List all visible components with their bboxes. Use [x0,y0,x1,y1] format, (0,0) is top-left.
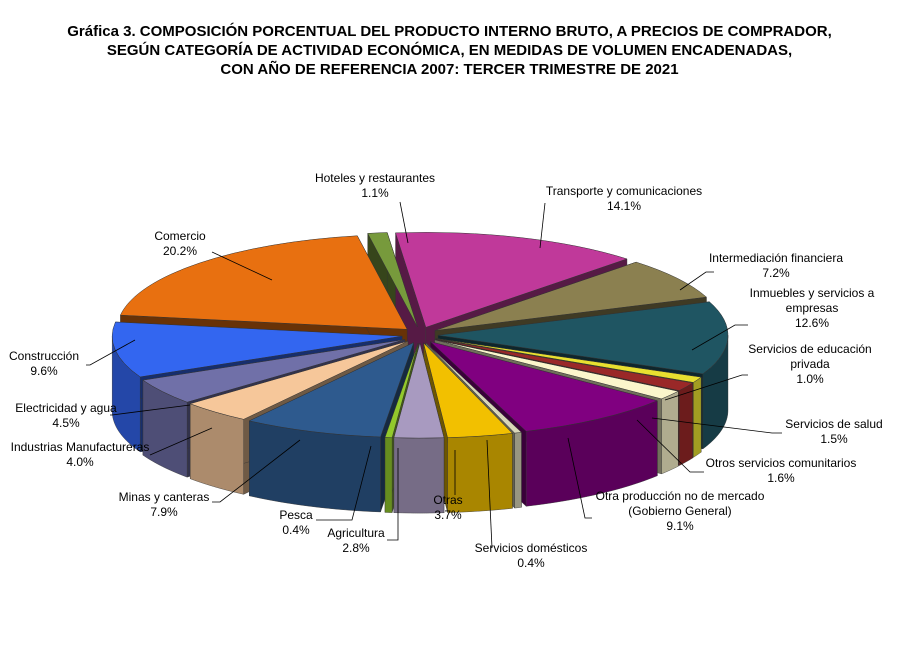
slice-label-servicios-domesticos: Servicios domésticos 0.4% [475,541,588,570]
slice-name-label: Servicios de educación [748,342,871,356]
slice-value-label: 0.4% [282,523,310,537]
slice-industrias-manufactureras [189,340,409,420]
slice-label-otras: Otras 3.7% [433,493,462,522]
slice-labels: Transporte y comunicaciones 14.1% Intermed… [9,171,883,570]
slice-value-label: 20.2% [163,244,197,258]
leader-line-hoteles-y-restaurantes [399,201,409,244]
leader-line-servicios-de-salud [651,417,782,434]
slice-side-pesca [384,437,393,513]
slice-label-transporte-y-comunicaciones: Transporte y comunicaciones 14.1% [546,184,702,213]
slice-name-label: Servicios domésticos [475,541,588,555]
slice-name-label: Servicios de salud [785,417,882,431]
slice-label-minas-y-canteras: Minas y canteras 7.9% [119,490,210,519]
slice-otra-produccion-no-de-mercado-gobierno-general [430,341,659,432]
slice-name-label: Otras [433,493,462,507]
leader-line-intermediacion-financiera [679,271,714,291]
slice-otros-servicios-comunitarios [434,339,679,400]
slice-name-label: Agricultura [327,526,385,540]
slice-name-label: Electricidad y agua [15,401,117,415]
slice-name-label: Industrias Manufactureras [11,440,150,454]
leader-line-construccion [86,339,136,366]
slice-name-label: Hoteles y restaurantes [315,171,435,185]
slice-name-label: Pesca [279,508,313,522]
slice-otras [423,342,514,438]
slice-side-servicios-domesticos [514,432,522,509]
slice-side-otros-servicios-comunitarios [661,390,679,475]
slice-servicios-de-salud [435,338,694,391]
leader-line-industrias-manufactureras [149,427,213,456]
slice-servicios-de-educacion-privada [436,338,702,383]
leader-line-electricidad-y-agua [110,404,191,416]
slice-value-label: 2.8% [342,541,370,555]
slice-value-label: 4.0% [66,455,94,469]
pie-slice-tops [111,232,729,439]
slice-value-label: 7.2% [762,266,790,280]
slice-label-otros-servicios-comunitarios: Otros servicios comunitarios 1.6% [706,456,857,485]
leader-line-transporte-y-comunicaciones [539,202,546,249]
slice-value-label: 14.1% [607,199,641,213]
slice-name-label: Otra producción no de mercado [596,489,765,503]
slice-label-servicios-de-educacion-privada: Servicios de educación privada 1.0% [748,342,871,386]
leader-line-otra-produccion-no-de-mercado-gobierno-general [567,437,592,519]
slice-label-inmuebles-y-servicios-a-empresas: Inmuebles y servicios a empresas 12.6% [750,286,875,330]
slice-agricultura [393,342,445,439]
slice-value-label: 4.5% [52,416,80,430]
slice-label-industrias-manufactureras: Industrias Manufactureras 4.0% [11,440,150,469]
slice-name-label: Transporte y comunicaciones [546,184,702,198]
leader-line-agricultura [387,448,399,541]
leader-line-minas-y-canteras [212,439,301,503]
slice-inmuebles-y-servicios-a-empresas [437,301,729,375]
slice-value-label: 0.4% [517,556,545,570]
slice-value-label: 12.6% [795,316,829,330]
chart-title-line-2: SEGÚN CATEGORÍA DE ACTIVIDAD ECONÓMICA, … [106,42,793,59]
slice-value-label: 9.6% [30,364,58,378]
slice-name-label: privada [790,357,830,371]
slice-name-label: Minas y canteras [119,490,210,504]
slice-label-electricidad-y-agua: Electricidad y agua 4.5% [15,401,117,430]
slice-label-hoteles-y-restaurantes: Hoteles y restaurantes 1.1% [315,171,435,200]
leader-line-servicios-domesticos [486,439,493,549]
slice-label-intermediacion-financiera: Intermediación financiera 7.2% [709,251,843,280]
slice-name-label: Construcción [9,349,79,363]
leader-line-otros-servicios-comunitarios [636,419,704,473]
slice-label-otra-produccion-no-de-mercado-gobierno-general: Otra producción no de mercado (Gobierno G… [596,489,765,533]
slice-label-pesca: Pesca 0.4% [279,508,313,537]
slice-transporte-y-comunicaciones [395,232,628,328]
slice-label-comercio: Comercio 20.2% [154,229,206,258]
slice-construccion [111,321,403,378]
slice-name-label: empresas [786,301,839,315]
slice-intermediacion-financiera [434,261,708,331]
chart-title-line-1: Gráfica 3. COMPOSICIÓN PORCENTUAL DEL PR… [67,23,832,40]
slice-electricidad-y-agua [142,339,406,403]
slice-name-label: (Gobierno General) [628,504,731,518]
slice-label-agricultura: Agricultura 2.8% [327,526,385,555]
slice-label-servicios-de-salud: Servicios de salud 1.5% [785,417,882,446]
slice-name-label: Intermediación financiera [709,251,843,265]
slice-minas-y-canteras [248,342,415,438]
chart-title-line-3: CON AÑO DE REFERENCIA 2007: TERCER TRIME… [220,61,679,78]
leader-line-comercio [211,251,273,281]
leader-line-inmuebles-y-servicios-a-empresas [691,324,748,351]
slice-name-label: Comercio [154,229,206,243]
leader-line-servicios-de-educacion-privada [664,374,748,401]
slice-value-label: 1.5% [820,432,848,446]
slice-value-label: 3.7% [434,508,462,522]
slice-servicios-domesticos [425,342,523,434]
leader-lines [86,201,782,549]
slice-label-construccion: Construcción 9.6% [9,349,79,378]
slice-value-label: 9.1% [666,519,694,533]
chart-title: Gráfica 3. COMPOSICIÓN PORCENTUAL DEL PR… [0,22,899,79]
slice-side-servicios-de-salud [678,382,693,466]
slice-value-label: 7.9% [150,505,178,519]
slice-comercio [120,235,408,330]
slice-pesca [384,342,419,438]
leader-line-pesca [316,445,372,521]
slice-hoteles-y-restaurantes [367,232,418,328]
slice-name-label: Inmuebles y servicios a [750,286,875,300]
slice-value-label: 1.6% [767,471,795,485]
slice-value-label: 1.0% [796,372,824,386]
slice-value-label: 1.1% [361,186,389,200]
slice-name-label: Otros servicios comunitarios [706,456,857,470]
